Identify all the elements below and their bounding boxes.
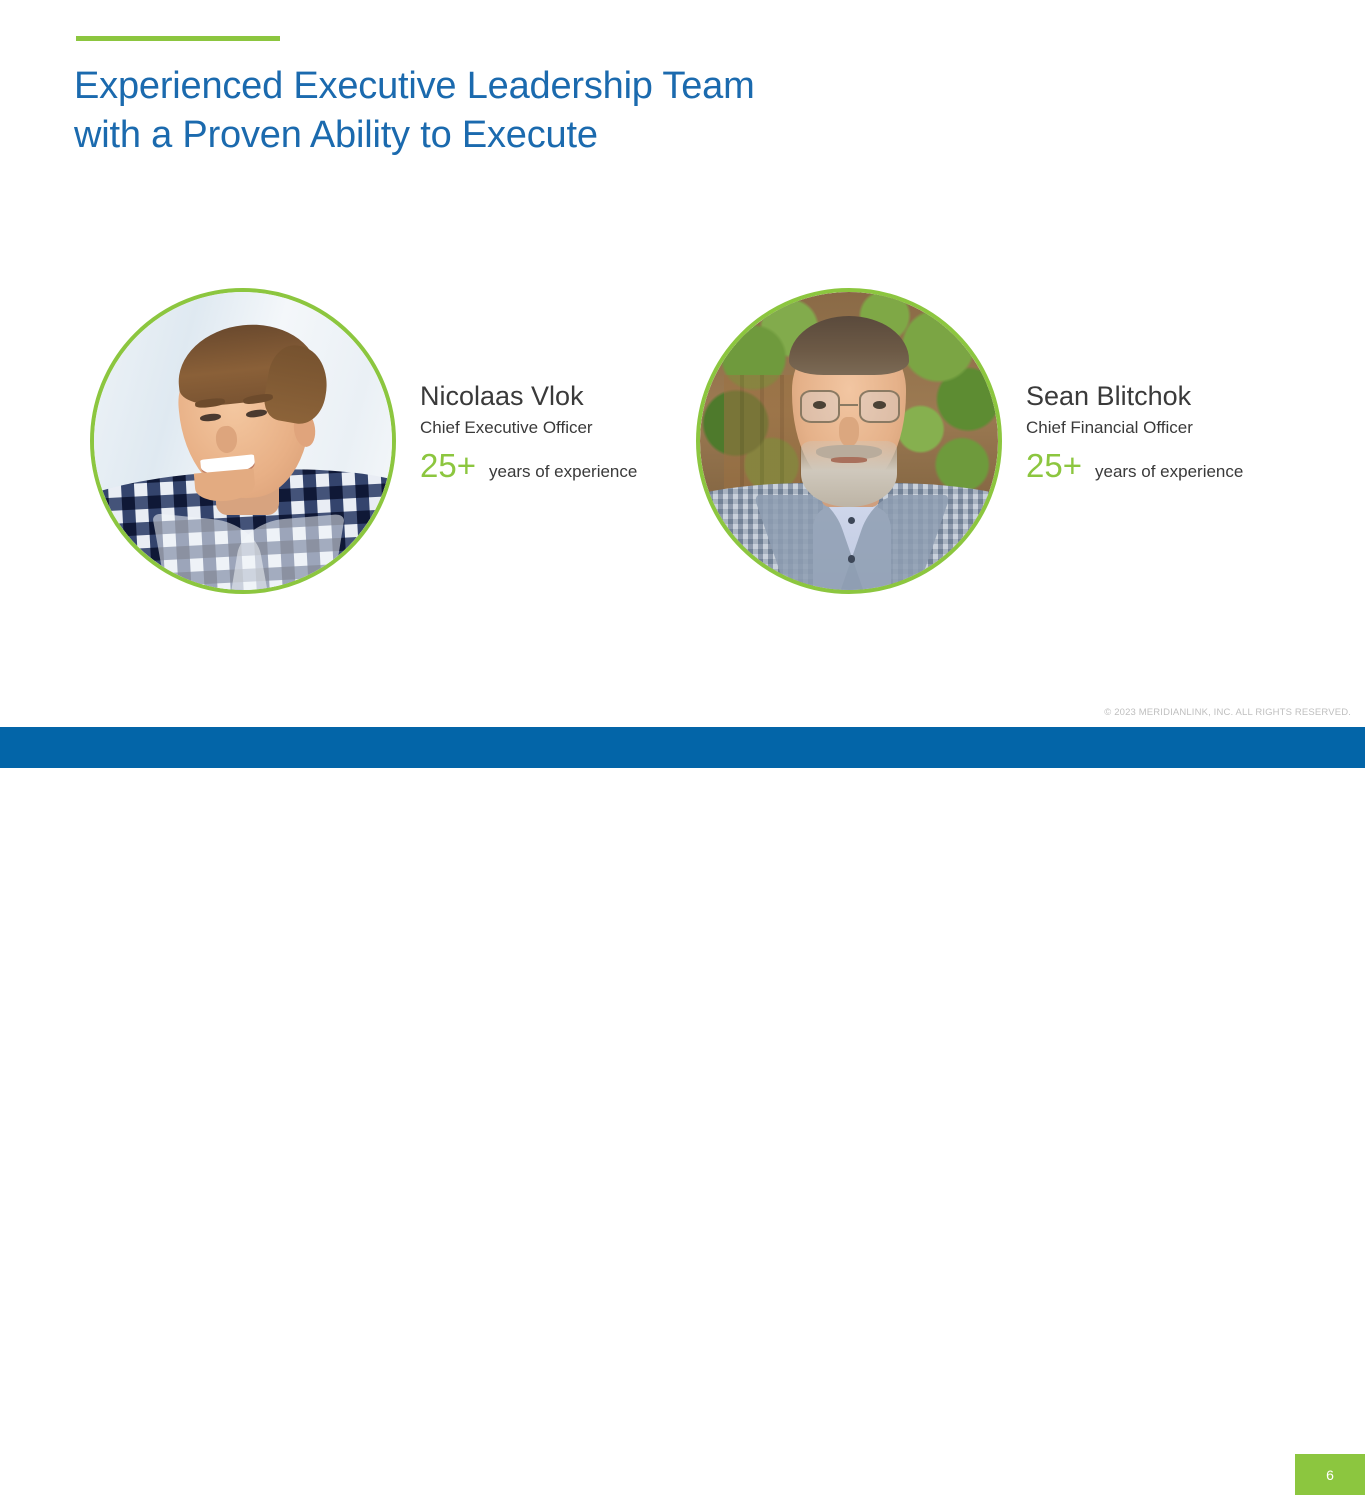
avatar bbox=[90, 288, 396, 594]
page-title: Experienced Executive Leadership Team wi… bbox=[74, 62, 894, 160]
executive-name: Sean Blitchok bbox=[1026, 381, 1192, 411]
page-number: 6 bbox=[1326, 1466, 1334, 1483]
executive-role: Chief Financial Officer bbox=[1026, 418, 1193, 437]
eyeglass-lens-left bbox=[799, 390, 841, 424]
executive-role: Chief Executive Officer bbox=[420, 418, 593, 437]
mouth bbox=[831, 457, 867, 463]
nose bbox=[838, 417, 860, 447]
executive-experience: 25+ years of experience bbox=[420, 448, 637, 484]
copyright-text: © 2023 MERIDIANLINK, INC. ALL RIGHTS RES… bbox=[1104, 707, 1351, 718]
avatar bbox=[696, 288, 1002, 594]
page-number-badge: 6 bbox=[1295, 1454, 1365, 1495]
footer-bar: meridianlink 6 bbox=[0, 727, 1365, 1495]
executive-details: Nicolaas Vlok Chief Executive Officer 25… bbox=[420, 380, 637, 484]
executive-experience: 25+ years of experience bbox=[1026, 448, 1243, 484]
experience-years: 25+ bbox=[420, 447, 476, 484]
eyeglass-bridge bbox=[840, 403, 858, 406]
experience-label: years of experience bbox=[488, 462, 638, 481]
eye-right bbox=[873, 400, 887, 409]
svg-text:meridianlink: meridianlink bbox=[72, 1467, 188, 1489]
page-title-line-1: Experienced Executive Leadership Team bbox=[74, 65, 755, 107]
experience-years: 25+ bbox=[1026, 447, 1082, 484]
portrait-image-nicolaas-vlok bbox=[94, 292, 392, 590]
experience-label: years of experience bbox=[1094, 462, 1244, 481]
meridianlink-logo: meridianlink bbox=[72, 1463, 214, 1489]
page-title-line-2: with a Proven Ability to Execute bbox=[74, 114, 598, 156]
title-accent-rule bbox=[76, 36, 280, 41]
mustache bbox=[816, 445, 882, 461]
portrait-image-sean-blitchok bbox=[700, 292, 998, 590]
executive-details: Sean Blitchok Chief Financial Officer 25… bbox=[1026, 380, 1243, 484]
shirt-button-bottom bbox=[847, 555, 856, 564]
eye-left bbox=[813, 400, 827, 409]
shirt-button-top bbox=[847, 516, 856, 525]
executive-name: Nicolaas Vlok bbox=[420, 381, 584, 411]
